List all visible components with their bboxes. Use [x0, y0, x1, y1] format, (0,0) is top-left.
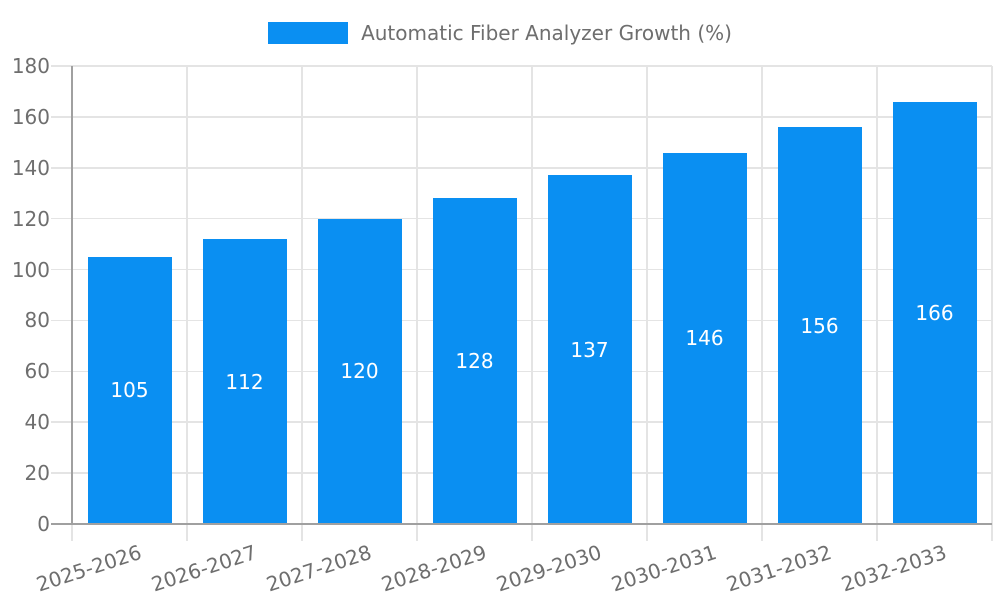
x-tick-label: 2032-2033 [838, 540, 950, 597]
y-tick-label: 20 [24, 461, 50, 486]
bar-2031-2032[interactable]: 156 [777, 127, 862, 524]
x-tick-label: 2030-2031 [608, 540, 720, 597]
bar-value-label: 128 [455, 349, 494, 374]
x-tick-label: 2027-2028 [263, 540, 375, 597]
bar-2032-2033[interactable]: 166 [892, 101, 977, 524]
x-tick-label: 2029-2030 [493, 540, 605, 597]
y-tick-label: 40 [24, 410, 50, 435]
y-gridline [51, 421, 992, 423]
y-gridline [51, 116, 992, 118]
legend-item[interactable]: Automatic Fiber Analyzer Growth (%) [0, 20, 1000, 46]
y-gridline [51, 319, 992, 322]
legend-label: Automatic Fiber Analyzer Growth (%) [361, 21, 732, 45]
y-tick-label: 180 [11, 54, 50, 78]
bar-value-label: 156 [800, 313, 839, 338]
bar-value-label: 105 [110, 378, 149, 403]
x-gridline [301, 66, 303, 541]
y-tick-label: 140 [11, 155, 50, 180]
bar-2029-2030[interactable]: 137 [547, 175, 632, 524]
bar-value-label: 137 [570, 337, 609, 362]
bar-2030-2031[interactable]: 146 [662, 152, 747, 524]
bar-2025-2026[interactable]: 105 [87, 256, 172, 524]
x-gridline [416, 66, 418, 541]
bar-2026-2027[interactable]: 112 [202, 239, 287, 524]
y-axis-line [71, 66, 73, 524]
y-tick-label: 120 [11, 206, 50, 231]
y-gridline [51, 217, 992, 220]
x-gridline [531, 66, 533, 541]
y-gridline [51, 167, 992, 169]
y-tick-label: 0 [37, 512, 50, 536]
x-gridline [761, 66, 763, 541]
bar-value-label: 112 [225, 369, 264, 394]
x-gridline [186, 66, 188, 541]
x-tick-label: 2026-2027 [148, 540, 260, 597]
x-gridline [991, 66, 993, 541]
x-tick-label: 2028-2029 [378, 540, 490, 597]
y-gridline [51, 472, 992, 474]
x-tick-label: 2025-2026 [33, 540, 145, 597]
x-tick-label: 2031-2032 [723, 540, 835, 597]
x-axis-line [51, 522, 992, 525]
legend-swatch [268, 22, 349, 44]
y-tick-label: 60 [24, 359, 50, 384]
y-gridline [51, 370, 992, 373]
bar-value-label: 146 [685, 326, 724, 351]
bar-value-label: 120 [340, 359, 379, 384]
x-gridline [876, 66, 878, 541]
y-gridline [51, 268, 992, 271]
bar-value-label: 166 [915, 300, 954, 325]
y-tick-label: 100 [11, 257, 50, 282]
bar-2027-2028[interactable]: 120 [317, 218, 402, 524]
bar-2028-2029[interactable]: 128 [432, 198, 517, 524]
x-gridline [646, 66, 648, 541]
y-tick-label: 80 [24, 308, 50, 333]
y-gridline [51, 65, 992, 67]
y-tick-label: 160 [11, 104, 50, 129]
